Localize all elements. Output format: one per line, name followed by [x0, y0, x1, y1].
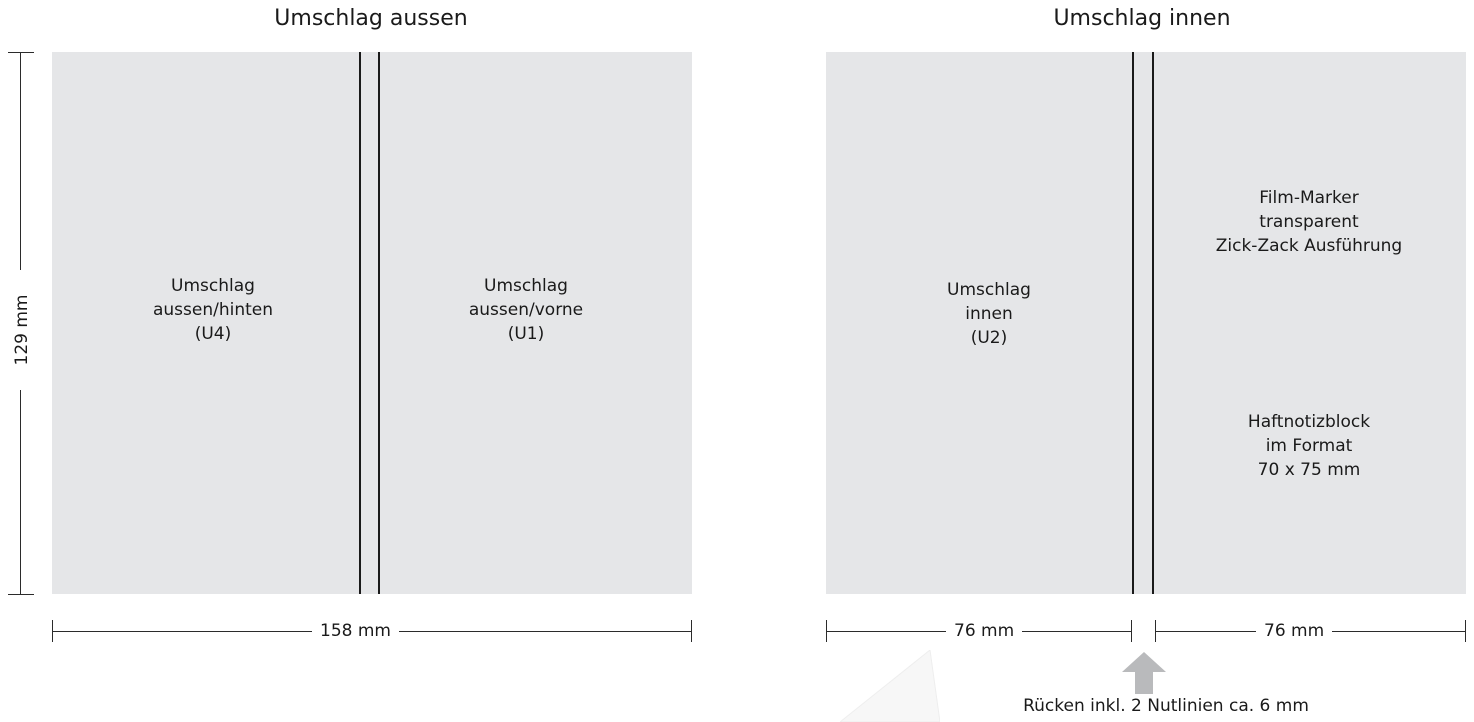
height-dim-line-bottom — [20, 390, 21, 594]
label-line: Haftnotizblock — [1247, 412, 1371, 432]
label-line: Zick-Zack Ausführung — [1215, 236, 1403, 256]
outer-fold-line-left — [359, 52, 361, 594]
inner-spine-panel — [1132, 52, 1154, 594]
inner-title: Umschlag innen — [1053, 6, 1231, 31]
inner-right-label-notepad: Haftnotizblock im Format 70 x 75 mm — [1149, 410, 1469, 482]
height-dim-tick-top — [8, 52, 34, 53]
label-line: aussen/hinten — [152, 300, 274, 320]
left-dim-text: 76 mm — [946, 620, 1023, 642]
label-line: Umschlag — [947, 280, 1031, 300]
label-line: Film-Marker — [1259, 188, 1359, 208]
outer-back-panel — [52, 52, 360, 594]
outer-back-label: Umschlag aussen/hinten (U4) — [53, 274, 373, 346]
label-line: (U2) — [970, 328, 1008, 348]
label-line: 70 x 75 mm — [1257, 460, 1361, 480]
inner-fold-line-left — [1132, 52, 1134, 594]
outer-fold-line-right — [378, 52, 380, 594]
height-dim-tick-bottom — [8, 594, 34, 595]
left-dim-tick-right — [1131, 620, 1132, 642]
label-line: (U1) — [507, 324, 545, 344]
outer-title: Umschlag aussen — [274, 6, 468, 31]
inner-right-label-marker: Film-Marker transparent Zick-Zack Ausfüh… — [1149, 186, 1469, 258]
inner-fold-line-right — [1152, 52, 1154, 594]
label-line: (U4) — [194, 324, 232, 344]
width-dim-text: 158 mm — [312, 620, 399, 642]
label-line: im Format — [1265, 436, 1353, 456]
outer-front-label: Umschlag aussen/vorne (U1) — [366, 274, 686, 346]
height-dim-text: 129 mm — [12, 294, 32, 366]
label-line: Umschlag — [484, 276, 568, 296]
height-dim-line-top — [20, 52, 21, 270]
right-dim-tick-right — [1465, 620, 1466, 642]
outer-spine-panel — [360, 52, 379, 594]
inner-left-label: Umschlag innen (U2) — [829, 278, 1149, 350]
label-line: transparent — [1259, 212, 1359, 232]
label-line: innen — [965, 304, 1013, 324]
inner-right-panel — [1154, 52, 1466, 594]
label-line: Umschlag — [171, 276, 255, 296]
right-dim-text: 76 mm — [1256, 620, 1333, 642]
label-line: aussen/vorne — [468, 300, 584, 320]
inner-left-panel — [826, 52, 1132, 594]
spine-note: Rücken inkl. 2 Nutlinien ca. 6 mm — [1023, 696, 1309, 716]
decorative-wedge-shape — [840, 650, 940, 722]
spine-arrow-icon — [1122, 652, 1166, 694]
outer-front-panel — [379, 52, 692, 594]
